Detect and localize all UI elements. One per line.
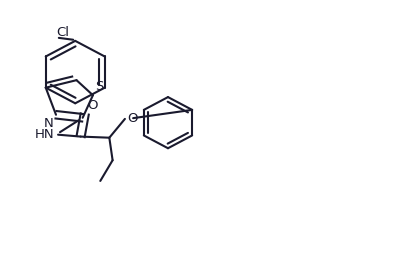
Text: O: O <box>87 99 97 112</box>
Text: O: O <box>127 113 138 125</box>
Text: HN: HN <box>34 128 54 141</box>
Text: N: N <box>44 117 54 130</box>
Text: Cl: Cl <box>56 26 69 39</box>
Text: S: S <box>95 80 103 93</box>
